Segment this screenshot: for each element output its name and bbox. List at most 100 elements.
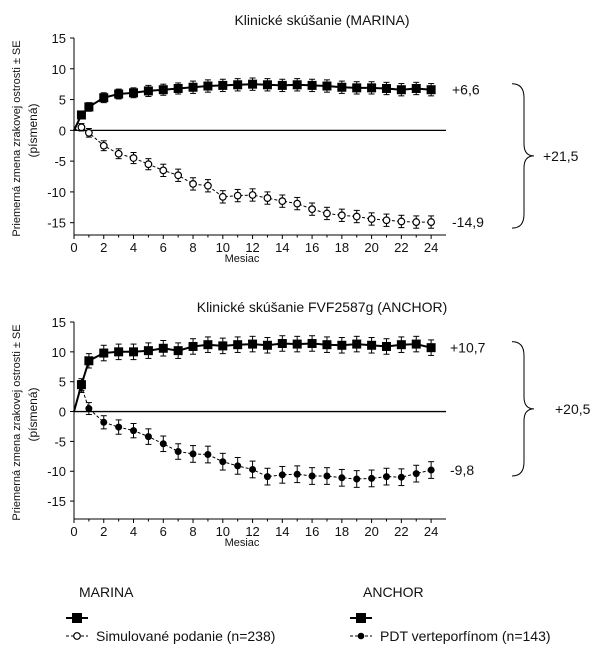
data-point — [397, 217, 406, 226]
data-point — [412, 218, 421, 226]
data-point — [248, 191, 257, 199]
data-point — [203, 340, 213, 350]
data-point — [130, 427, 138, 435]
y-tick-label: -5 — [54, 154, 66, 169]
x-tick-label: 12 — [245, 240, 259, 255]
data-point — [293, 470, 301, 478]
end-label-ranibizumab: +10,7 — [450, 340, 486, 356]
series-filled-circle — [73, 380, 435, 488]
x-tick-label: 4 — [130, 240, 137, 255]
difference-label: +21,5 — [543, 148, 579, 164]
data-point — [411, 339, 421, 349]
data-point — [277, 80, 287, 90]
x-tick-label: 6 — [160, 240, 167, 255]
data-point — [233, 340, 243, 350]
data-point — [233, 80, 243, 90]
chart-marina: Klinické skúšanie (MARINA) 15 10 5 0 -5 -10 -15… — [11, 12, 579, 265]
data-point — [323, 472, 331, 480]
series-line — [73, 342, 432, 412]
data-point — [115, 423, 123, 431]
data-point — [143, 86, 153, 96]
data-point — [368, 474, 376, 482]
data-point — [158, 85, 168, 95]
data-point — [352, 212, 361, 221]
end-label-ranibizumab: +6,6 — [452, 82, 480, 98]
x-axis-label: Mesiac — [225, 537, 260, 549]
data-point — [323, 209, 331, 218]
data-point — [307, 338, 317, 348]
data-point — [189, 180, 197, 188]
data-point — [188, 82, 198, 92]
x-tick-label: 12 — [245, 524, 259, 539]
data-point — [114, 347, 124, 357]
legend-label-marina-sham: Simulované podanie (n=238) — [96, 628, 275, 644]
data-point — [76, 110, 86, 120]
data-point — [262, 340, 272, 350]
x-tick-label: 14 — [275, 240, 289, 255]
data-point — [204, 181, 212, 190]
x-tick-label: 18 — [335, 240, 349, 255]
data-point — [397, 473, 405, 481]
data-point — [99, 93, 109, 103]
data-point — [233, 191, 242, 200]
data-point — [278, 197, 287, 206]
data-point — [129, 154, 138, 162]
data-point — [367, 83, 377, 93]
series-open-circle — [73, 123, 436, 229]
data-point — [308, 472, 316, 480]
x-tick-label: 16 — [305, 240, 319, 255]
y-axis-label-unit: (písmená) — [26, 103, 40, 157]
data-point — [144, 433, 152, 441]
data-point — [382, 216, 391, 225]
series-filled-square — [73, 77, 436, 131]
x-tick-label: 4 — [130, 524, 137, 539]
difference-brace — [511, 341, 535, 477]
data-point — [218, 192, 227, 201]
data-point — [188, 341, 198, 351]
x-tick-label: 18 — [335, 524, 349, 539]
data-point — [352, 83, 362, 93]
x-tick-label: 10 — [216, 524, 230, 539]
data-point — [381, 83, 391, 93]
data-point — [396, 340, 406, 350]
data-point — [337, 340, 347, 350]
data-point — [144, 160, 153, 169]
y-tick-label: 5 — [59, 375, 66, 390]
end-label-control: -14,9 — [452, 214, 484, 230]
data-point — [84, 356, 94, 366]
data-point — [248, 339, 258, 349]
data-point — [263, 473, 271, 481]
data-point — [337, 82, 347, 92]
data-point — [143, 346, 153, 356]
y-axis-label: Priemerná zmena zrakovej ostrosti ± SE — [11, 40, 23, 236]
data-point — [353, 475, 361, 483]
x-tick-label: 20 — [364, 524, 378, 539]
x-tick-label: 6 — [160, 524, 167, 539]
data-point — [159, 440, 167, 448]
data-point — [292, 339, 302, 349]
data-point — [248, 79, 258, 89]
x-tick-label: 10 — [216, 240, 230, 255]
data-point — [159, 166, 168, 175]
data-point — [307, 80, 317, 90]
legend-marker-anchor-ranibizumab — [350, 613, 372, 623]
data-point — [174, 448, 182, 456]
y-tick-label: -15 — [47, 216, 66, 231]
data-point — [219, 458, 227, 466]
x-tick-label: 14 — [275, 524, 289, 539]
y-tick-label: 5 — [59, 93, 66, 108]
data-point — [426, 85, 436, 95]
x-tick-label: 0 — [70, 240, 77, 255]
data-point — [114, 149, 123, 158]
data-point — [381, 341, 391, 351]
data-point — [278, 471, 286, 479]
data-point — [84, 102, 94, 112]
data-point — [426, 343, 436, 353]
x-tick-label: 0 — [70, 524, 77, 539]
series-filled-square — [73, 335, 436, 412]
data-point — [218, 80, 228, 90]
x-tick-label: 2 — [100, 240, 107, 255]
chart-title: Klinické skúšanie FVF2587g (ANCHOR) — [197, 299, 448, 315]
data-point — [99, 348, 109, 358]
